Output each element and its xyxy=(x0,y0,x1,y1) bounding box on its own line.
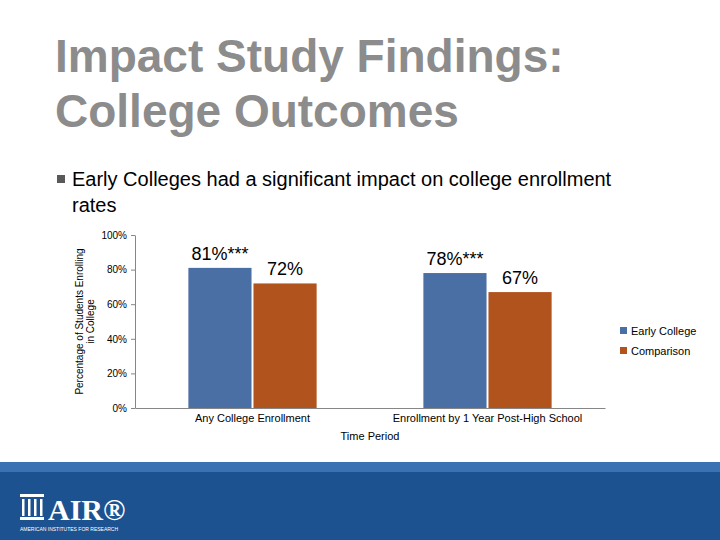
y-tick: 100% xyxy=(101,230,135,241)
x-tick-label: Any College Enrollment xyxy=(195,412,310,424)
text-line: Impact Study Findings: xyxy=(55,30,564,82)
y-axis: 0% 20% 40% 60% 80% 100% xyxy=(101,230,135,414)
logo-part xyxy=(28,499,31,516)
legend-swatch xyxy=(620,347,627,354)
background xyxy=(0,0,720,540)
text-line: Percentage of Students Enrolling xyxy=(74,248,85,394)
x-axis-line xyxy=(136,408,606,409)
logo-part xyxy=(34,499,37,516)
y-axis-title: Percentage of Students Enrollingin Colle… xyxy=(74,248,96,394)
data-labels: 81%*** 78%*** 72% 67% xyxy=(191,244,538,288)
x-tick-label: Enrollment by 1 Year Post-High School xyxy=(393,412,583,424)
y-tick: 80% xyxy=(107,264,135,275)
y-tick-mark xyxy=(131,373,135,374)
y-tick: 40% xyxy=(107,334,135,345)
subtitle: Early Colleges had a significant impact … xyxy=(72,168,612,216)
y-tick-label: 20% xyxy=(107,368,127,379)
logo-text: AIR® xyxy=(48,493,125,526)
data-label: 78%*** xyxy=(426,249,483,269)
bar xyxy=(253,283,316,408)
y-tick-mark xyxy=(131,235,135,236)
data-label: 72% xyxy=(267,259,303,279)
footer-strip xyxy=(0,462,720,472)
legend-label: Early College xyxy=(631,325,696,337)
data-label: 81%*** xyxy=(191,244,248,264)
logo-icon xyxy=(20,494,44,520)
x-axis: Any College Enrollment Enrollment by 1 Ye… xyxy=(136,409,606,424)
x-axis-title: Time Period xyxy=(341,430,400,442)
bar xyxy=(488,292,551,408)
y-tick-mark xyxy=(131,304,135,305)
logo-part xyxy=(40,499,43,516)
bars xyxy=(188,268,551,408)
slide-title: Impact Study Findings:College Outcomes xyxy=(55,30,564,137)
legend-label: Comparison xyxy=(631,345,690,357)
y-tick-label: 40% xyxy=(107,334,127,345)
data-label: 67% xyxy=(502,268,538,288)
logo-organization: AMERICAN INSTITUTES FOR RESEARCH xyxy=(20,526,118,532)
y-tick: 20% xyxy=(107,368,135,379)
y-tick-label: 0% xyxy=(113,403,128,414)
y-tick-mark xyxy=(131,270,135,271)
y-tick: 0% xyxy=(113,403,135,414)
legend: Early College Comparison xyxy=(620,325,696,357)
text-line: College Outcomes xyxy=(55,85,459,137)
y-tick: 60% xyxy=(107,299,135,310)
legend-swatch xyxy=(620,327,627,334)
logo-part xyxy=(20,494,44,497)
bar xyxy=(188,268,251,408)
y-tick-label: 60% xyxy=(107,299,127,310)
logo-part xyxy=(22,499,25,516)
text-line: in College xyxy=(85,299,96,344)
x-tick: Enrollment by 1 Year Post-High School xyxy=(393,412,583,424)
slide: Impact Study Findings:College Outcomes Ea… xyxy=(0,0,720,540)
bullet xyxy=(57,175,65,183)
text-line: Early Colleges had a significant impact … xyxy=(72,168,612,190)
y-tick-mark xyxy=(131,339,135,340)
x-tick: Any College Enrollment xyxy=(195,412,310,424)
y-axis-line xyxy=(135,236,136,409)
y-tick-label: 80% xyxy=(107,264,127,275)
bar xyxy=(423,273,486,408)
y-tick-mark xyxy=(131,408,135,409)
y-tick-label: 100% xyxy=(101,230,127,241)
text-line: rates xyxy=(72,194,116,216)
footer-band xyxy=(0,462,720,540)
logo-part xyxy=(20,517,44,520)
